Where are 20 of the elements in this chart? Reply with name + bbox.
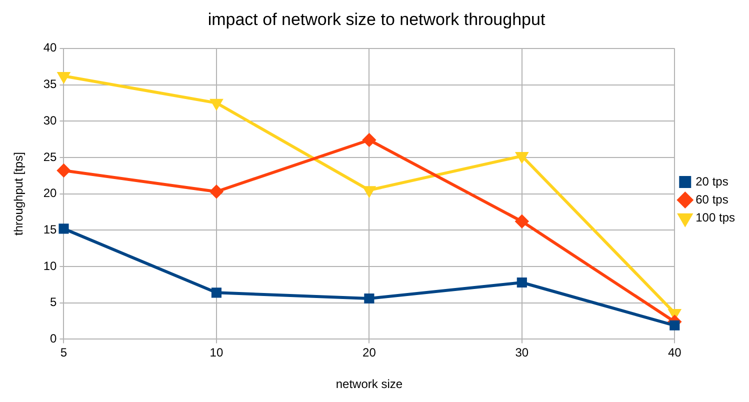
- y-axis-title: throughput [tps]: [12, 152, 26, 236]
- y-tick-label: 40: [43, 40, 58, 55]
- x-axis-title: network size: [336, 377, 403, 392]
- x-tick-label: 30: [515, 346, 529, 360]
- chart-title: impact of network size to network throughput: [208, 10, 546, 29]
- y-tick-label: 15: [43, 222, 58, 236]
- x-tick-label: 20: [362, 346, 376, 360]
- x-tick-label: 5: [60, 346, 68, 360]
- y-tick-label: 25: [43, 150, 58, 164]
- legend-label: 20 tps: [696, 174, 728, 188]
- x-tick-label: 40: [668, 346, 682, 360]
- y-tick-label: 10: [43, 258, 58, 273]
- y-tick-label: 30: [43, 113, 58, 128]
- legend-label: 100 tps: [696, 210, 736, 224]
- legend-label: 60 tps: [696, 192, 728, 206]
- y-tick-label: 5: [50, 295, 58, 310]
- x-tick-label: 10: [210, 346, 224, 360]
- y-tick-label: 35: [43, 77, 58, 92]
- y-tick-label: 20: [43, 186, 58, 200]
- y-tick-label: 0: [50, 332, 58, 346]
